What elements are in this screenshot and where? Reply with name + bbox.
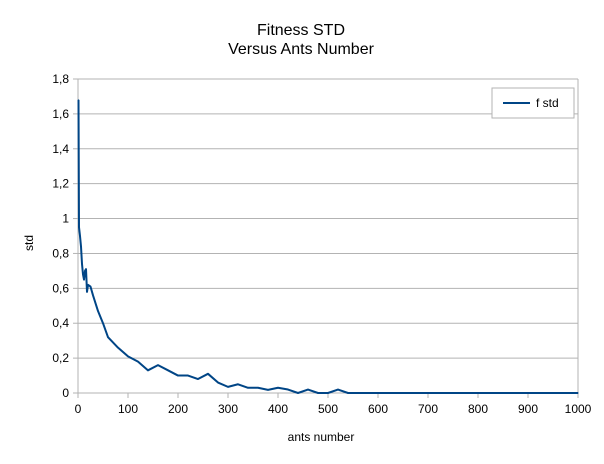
data-point [377, 392, 379, 394]
data-point [97, 310, 99, 312]
data-point [107, 336, 109, 338]
x-tick-label: 700 [418, 402, 438, 416]
y-tick-label: 1,8 [52, 72, 69, 86]
plot-frame [77, 79, 579, 394]
data-point [157, 364, 159, 366]
data-point [247, 387, 249, 389]
data-point [177, 374, 179, 377]
data-point [287, 388, 289, 391]
data-point [357, 392, 359, 394]
x-tick-label: 1000 [565, 402, 592, 416]
data-point [89, 285, 92, 288]
data-point [337, 388, 339, 391]
x-tick-label: 300 [218, 402, 238, 416]
data-point [527, 392, 529, 394]
legend: f std [491, 87, 575, 119]
y-tick-label: 1,4 [52, 142, 69, 156]
data-point [80, 245, 82, 248]
data-point [147, 369, 149, 371]
y-tick-label: 0,2 [52, 351, 69, 365]
data-point [257, 387, 259, 389]
data-point [79, 235, 81, 237]
x-tick-label: 900 [518, 402, 538, 416]
y-tick-label: 0,8 [52, 246, 69, 260]
y-axis-label: std [22, 235, 36, 251]
y-axis: 0 0,2 0,4 0,6 0,8 1 1,2 1,4 1,6 1,8 [52, 72, 78, 400]
data-point [427, 392, 429, 394]
data-point [297, 392, 299, 394]
data-point [127, 355, 129, 357]
series-group [77, 99, 579, 394]
gridlines [78, 78, 578, 394]
data-point [267, 389, 269, 391]
data-point [277, 387, 279, 389]
y-tick-label: 1 [62, 212, 69, 226]
data-point [347, 392, 349, 394]
data-point [217, 381, 219, 384]
data-point [87, 284, 89, 286]
y-tick-label: 0,6 [52, 281, 69, 295]
data-point [81, 263, 83, 265]
data-point [117, 347, 119, 349]
x-tick-label: 500 [318, 402, 338, 416]
series-line-f-std [77, 99, 578, 394]
x-tick-label: 200 [168, 402, 188, 416]
y-tick-label: 0,4 [52, 316, 69, 330]
y-tick-label: 0 [62, 386, 69, 400]
data-point [237, 383, 239, 385]
y-tick-label: 1,6 [52, 107, 69, 121]
x-tick-label: 100 [118, 402, 138, 416]
data-point [78, 226, 80, 228]
data-point [92, 294, 94, 296]
data-point [577, 392, 579, 394]
data-point [102, 322, 104, 324]
legend-label: f std [536, 96, 559, 110]
data-point [83, 279, 85, 281]
data-point [137, 361, 139, 363]
data-point [197, 378, 199, 380]
chart-subtitle: Versus Ants Number [228, 41, 375, 58]
data-point [85, 268, 87, 270]
x-axis: 0 100 200 300 400 500 600 700 800 900 1000 [75, 393, 592, 416]
y-tick-label: 1,2 [52, 177, 69, 191]
x-axis-label: ants number [288, 430, 355, 444]
data-point [317, 392, 319, 394]
data-point [86, 291, 88, 293]
data-point [227, 386, 229, 388]
data-point [327, 392, 329, 394]
data-point [77, 99, 80, 101]
data-point [477, 392, 479, 394]
x-tick-label: 0 [75, 402, 82, 416]
chart-title: Fitness STD [257, 22, 345, 39]
x-tick-label: 600 [368, 402, 388, 416]
data-point [84, 270, 86, 272]
data-point [187, 374, 189, 377]
data-point [167, 369, 169, 371]
data-point [307, 388, 309, 391]
x-tick-label: 800 [468, 402, 488, 416]
data-point [82, 273, 84, 275]
x-tick-label: 400 [268, 402, 288, 416]
data-point [207, 373, 209, 375]
